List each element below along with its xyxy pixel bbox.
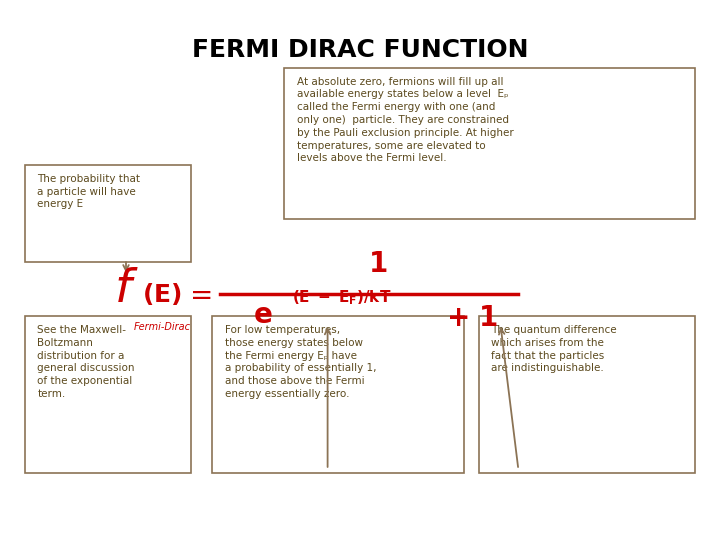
Text: $\mathbf{(E\ -\ E_F)/kT}$: $\mathbf{(E\ -\ E_F)/kT}$: [292, 289, 392, 307]
Text: For low temperatures,
those energy states below
the Fermi energy Eₚ have
a proba: For low temperatures, those energy state…: [225, 325, 376, 399]
Text: See the Maxwell-
Boltzmann
distribution for a
general discussion
of the exponent: See the Maxwell- Boltzmann distribution …: [37, 325, 135, 399]
Text: $\mathbf{1}$: $\mathbf{1}$: [369, 251, 387, 278]
Text: $=$: $=$: [184, 281, 212, 308]
FancyBboxPatch shape: [479, 316, 695, 472]
Text: $\mathbf{+\ 1}$: $\mathbf{+\ 1}$: [446, 305, 498, 332]
FancyBboxPatch shape: [25, 316, 191, 472]
FancyBboxPatch shape: [284, 68, 695, 219]
FancyBboxPatch shape: [25, 165, 191, 262]
Text: The quantum difference
which arises from the
fact that the particles
are indisti: The quantum difference which arises from…: [491, 325, 616, 374]
Text: FERMI DIRAC FUNCTION: FERMI DIRAC FUNCTION: [192, 38, 528, 62]
Text: $\mathbf{e}$: $\mathbf{e}$: [253, 302, 273, 329]
Text: $\mathbf{(E)}$: $\mathbf{(E)}$: [142, 281, 182, 307]
Text: $\mathit{f}$: $\mathit{f}$: [114, 266, 138, 312]
Text: Fermi-Dirac: Fermi-Dirac: [133, 322, 191, 332]
Text: At absolute zero, fermions will fill up all
available energy states below a leve: At absolute zero, fermions will fill up …: [297, 77, 513, 164]
Text: The probability that
a particle will have
energy E: The probability that a particle will hav…: [37, 174, 140, 210]
FancyBboxPatch shape: [212, 316, 464, 472]
